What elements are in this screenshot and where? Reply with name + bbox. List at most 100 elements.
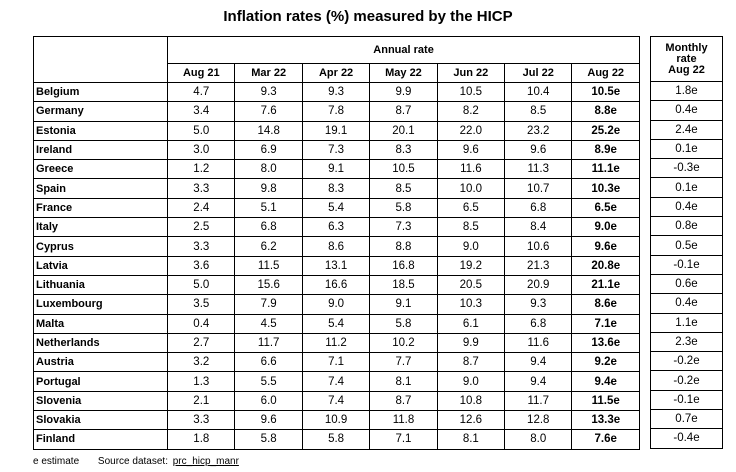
- table-row: -0.1e: [650, 254, 723, 275]
- value-cell: 10.6: [504, 236, 573, 257]
- country-cell: Greece: [32, 159, 169, 180]
- value-cell: 5.5: [234, 371, 303, 392]
- monthly-rate-header: Monthly rate Aug 22: [650, 36, 723, 82]
- value-cell: 20.5: [436, 274, 506, 296]
- value-cell: 3.2: [167, 352, 236, 373]
- value-cell: 6.8: [234, 217, 303, 238]
- value-cell: 20.1: [369, 120, 438, 141]
- table-row: Austria 3.2 6.6 7.1 7.7 8.7 9.4 9.2e: [32, 352, 640, 373]
- country-cell: Netherlands: [32, 332, 169, 354]
- table-row: -0.3e: [650, 158, 723, 179]
- table-row: Latvia 3.6 11.5 13.1 16.8 19.2 21.3 20.8e: [32, 255, 640, 276]
- table-row: 0.5e: [650, 235, 723, 256]
- blank-header-cell: [32, 36, 169, 64]
- estimate-note: e estimate: [33, 456, 80, 467]
- value-cell: 8.8e: [571, 101, 640, 122]
- monthly-value-cell: 0.4e: [650, 100, 723, 121]
- value-cell: 9.4: [504, 371, 573, 392]
- value-cell: 5.4: [301, 197, 371, 219]
- table-row: Cyprus 3.3 6.2 8.6 8.8 9.0 10.6 9.6e: [32, 236, 640, 257]
- column-header: Mar 22: [234, 63, 303, 83]
- table-row: 0.1e: [650, 177, 723, 198]
- table-row: Germany 3.4 7.6 7.8 8.7 8.2 8.5 8.8e: [32, 101, 640, 122]
- value-cell: 9.3: [504, 294, 573, 315]
- table-row: Italy 2.5 6.8 6.3 7.3 8.5 8.4 9.0e: [32, 217, 640, 238]
- value-cell: 6.8: [504, 197, 573, 219]
- value-cell: 3.3: [167, 410, 236, 431]
- table-row: Belgium 4.7 9.3 9.3 9.9 10.5 10.4 10.5e: [32, 81, 640, 103]
- source-dataset-link[interactable]: prc_hicp_manr: [172, 456, 239, 467]
- value-cell: 11.6: [436, 159, 506, 180]
- country-cell: Ireland: [32, 139, 169, 161]
- value-cell: 5.1: [234, 197, 303, 219]
- value-cell: 11.8: [369, 410, 438, 431]
- country-cell: Cyprus: [32, 236, 169, 257]
- blank-header-cell: [32, 63, 169, 83]
- value-cell: 4.7: [167, 81, 236, 103]
- value-cell: 8.3: [301, 178, 371, 199]
- value-cell: 9.8: [234, 178, 303, 199]
- country-cell: Malta: [32, 313, 169, 334]
- monthly-header-line1: Monthly: [665, 41, 708, 54]
- value-cell: 10.3e: [571, 178, 640, 199]
- value-cell: 8.3: [369, 139, 438, 161]
- monthly-value-cell: -0.1e: [650, 389, 723, 411]
- value-cell: 9.1: [301, 159, 371, 180]
- value-cell: 7.7: [369, 352, 438, 373]
- monthly-value-cell: 0.4e: [650, 293, 723, 314]
- monthly-column-header: Aug 22: [668, 63, 705, 76]
- value-cell: 20.9: [504, 274, 573, 296]
- value-cell: 9.4: [504, 352, 573, 373]
- value-cell: 9.9: [436, 332, 506, 354]
- monthly-value-cell: 0.8e: [650, 216, 723, 237]
- value-cell: 5.0: [167, 274, 236, 296]
- table-row: 0.1e: [650, 138, 723, 160]
- value-cell: 14.8: [234, 120, 303, 141]
- value-cell: 8.6e: [571, 294, 640, 315]
- value-cell: 9.0e: [571, 217, 640, 238]
- monthly-value-cell: 2.3e: [650, 331, 723, 353]
- value-cell: 10.5e: [571, 81, 640, 103]
- monthly-value-cell: 1.8e: [650, 80, 723, 102]
- monthly-value-cell: -0.3e: [650, 158, 723, 179]
- value-cell: 9.6e: [571, 236, 640, 257]
- value-cell: 7.1e: [571, 313, 640, 334]
- table-row: -0.2e: [650, 351, 723, 372]
- value-cell: 9.4e: [571, 371, 640, 392]
- value-cell: 12.8: [504, 410, 573, 431]
- column-header: Jun 22: [436, 63, 506, 83]
- value-cell: 7.6e: [571, 429, 640, 450]
- value-cell: 10.3: [436, 294, 506, 315]
- table-row: 0.4e: [650, 100, 723, 121]
- value-cell: 5.0: [167, 120, 236, 141]
- monthly-value-cell: 0.1e: [650, 138, 723, 160]
- value-cell: 4.5: [234, 313, 303, 334]
- value-cell: 2.4: [167, 197, 236, 219]
- value-cell: 9.2e: [571, 352, 640, 373]
- table-row: France 2.4 5.1 5.4 5.8 6.5 6.8 6.5e: [32, 197, 640, 219]
- column-header: May 22: [369, 63, 438, 83]
- value-cell: 18.5: [369, 274, 438, 296]
- value-cell: 7.1: [369, 429, 438, 450]
- table-row: Finland 1.8 5.8 5.8 7.1 8.1 8.0 7.6e: [32, 429, 640, 450]
- value-cell: 6.1: [436, 313, 506, 334]
- value-cell: 7.4: [301, 390, 371, 412]
- value-cell: 19.2: [436, 255, 506, 276]
- monthly-value-cell: 2.4e: [650, 119, 723, 140]
- monthly-value-cell: -0.1e: [650, 254, 723, 275]
- value-cell: 10.0: [436, 178, 506, 199]
- table-row: 1.8e: [650, 80, 723, 102]
- country-cell: Italy: [32, 217, 169, 238]
- value-cell: 9.6: [504, 139, 573, 161]
- value-cell: 5.8: [369, 313, 438, 334]
- value-cell: 7.9: [234, 294, 303, 315]
- value-cell: 13.6e: [571, 332, 640, 354]
- value-cell: 1.3: [167, 371, 236, 392]
- value-cell: 8.0: [234, 159, 303, 180]
- table-row: Slovakia 3.3 9.6 10.9 11.8 12.6 12.8 13.3e: [32, 410, 640, 431]
- value-cell: 10.7: [504, 178, 573, 199]
- table-row: 2.3e: [650, 331, 723, 353]
- value-cell: 13.3e: [571, 410, 640, 431]
- country-cell: Lithuania: [32, 274, 169, 296]
- monthly-value-cell: 0.1e: [650, 177, 723, 198]
